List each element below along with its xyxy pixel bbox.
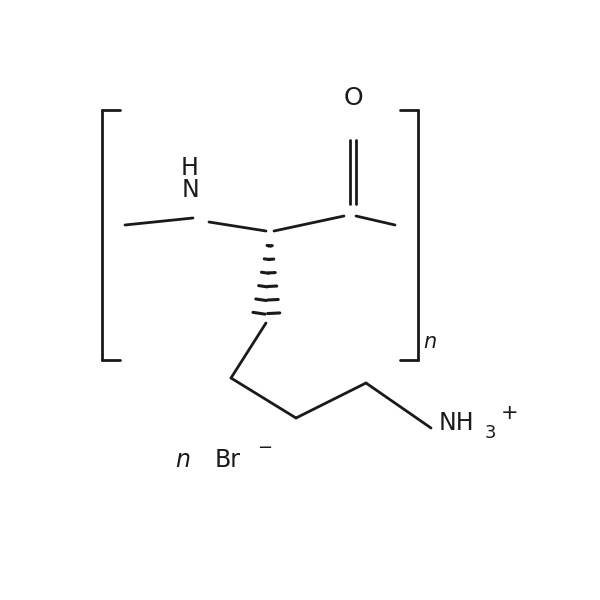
Text: n: n <box>175 448 190 472</box>
Text: NH: NH <box>439 411 475 435</box>
Text: O: O <box>343 86 363 110</box>
Text: Br: Br <box>215 448 241 472</box>
Text: H: H <box>181 156 199 180</box>
Text: n: n <box>423 332 436 352</box>
Text: +: + <box>501 403 518 423</box>
Text: −: − <box>257 439 272 457</box>
Text: 3: 3 <box>485 424 497 442</box>
Text: N: N <box>181 178 199 202</box>
